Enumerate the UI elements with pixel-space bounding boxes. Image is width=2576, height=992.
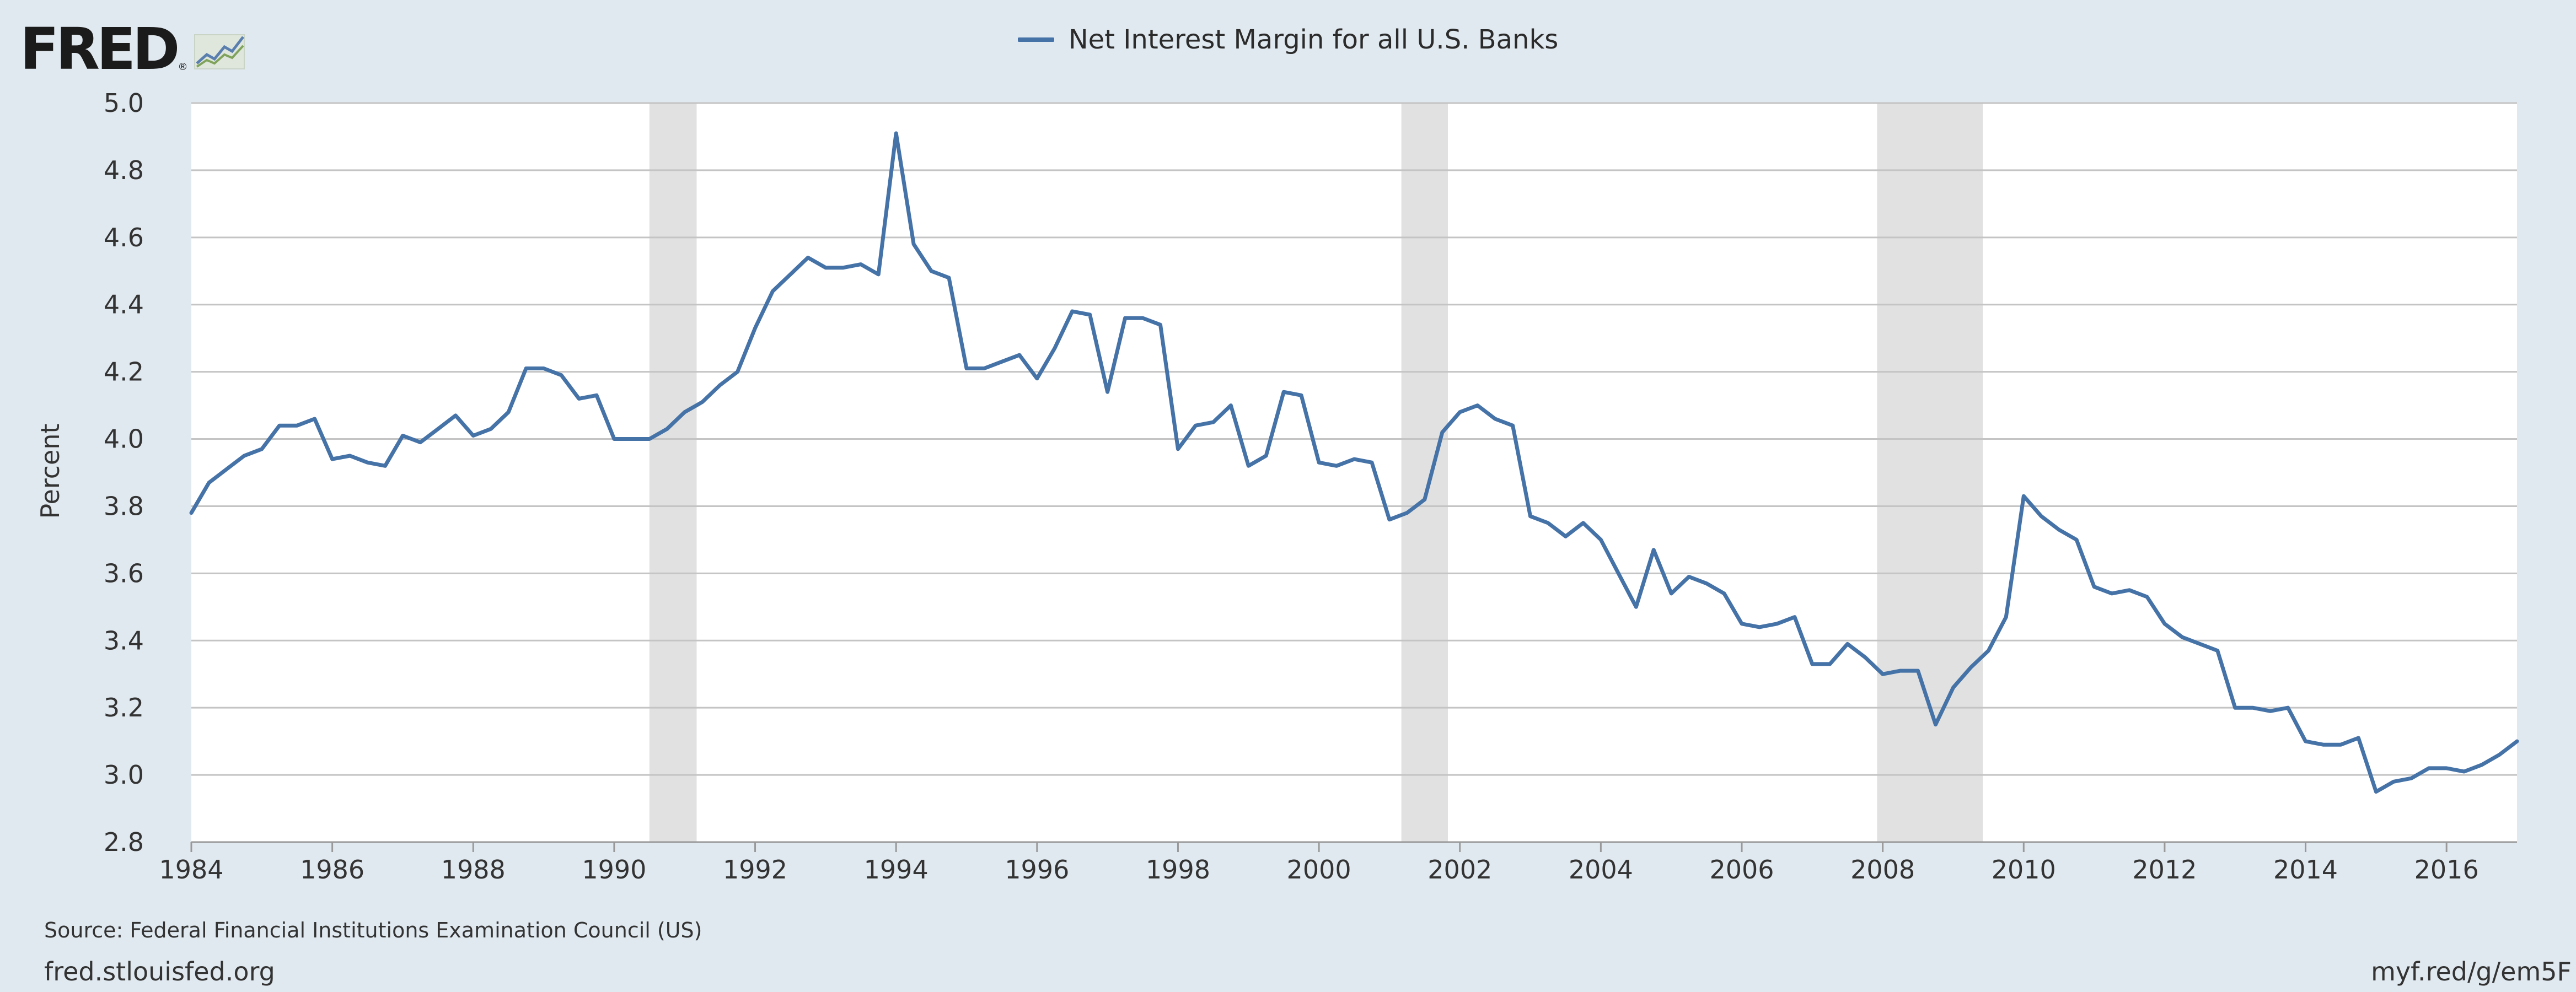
y-tick-label: 3.6 xyxy=(104,558,144,588)
x-tick-label: 2010 xyxy=(1992,855,2056,885)
y-tick-label: 4.2 xyxy=(104,357,144,387)
y-tick-label: 2.8 xyxy=(104,827,144,857)
gridlines xyxy=(191,102,2517,843)
series-line-net-interest-margin xyxy=(189,131,2519,794)
x-tick-label: 1990 xyxy=(582,855,646,885)
x-tick-label: 2006 xyxy=(1709,855,1774,885)
source-note: Source: Federal Financial Institutions E… xyxy=(44,918,702,942)
y-tick-label: 3.8 xyxy=(104,491,144,521)
y-axis-ticks: 2.8 3.0 3.2 3.4 3.6 3.8 4.0 4.2 4.4 4.6 4.8 5.0 xyxy=(104,88,144,857)
y-tick-label: 4.6 xyxy=(104,223,144,252)
fred-graph-icon xyxy=(194,34,245,69)
registered-mark: ® xyxy=(178,61,188,73)
x-tick-label: 2008 xyxy=(1850,855,1915,885)
x-tick-label: 2012 xyxy=(2132,855,2197,885)
x-tick-label: 2002 xyxy=(1427,855,1492,885)
site-link[interactable]: fred.stlouisfed.org xyxy=(44,957,275,986)
recession-band-2 xyxy=(1877,103,1983,842)
fred-logo-text: FRED xyxy=(20,15,180,83)
plot-area xyxy=(191,103,2517,842)
x-tick-label: 1994 xyxy=(864,855,929,885)
y-axis-label: Percent xyxy=(35,423,65,519)
x-tick-label: 1996 xyxy=(1005,855,1069,885)
fred-logo[interactable]: FRED ® xyxy=(20,13,246,85)
x-tick-label: 1984 xyxy=(159,855,223,885)
short-url-link[interactable]: myf.red/g/em5F xyxy=(2371,957,2572,986)
x-axis-ticks: 1984 1986 1988 1990 1992 1994 1996 1998 2000 2002… xyxy=(159,841,2517,885)
x-tick-label: 1988 xyxy=(441,855,506,885)
y-tick-label: 3.4 xyxy=(104,626,144,655)
x-tick-label: 2016 xyxy=(2414,855,2479,885)
y-tick-label: 4.8 xyxy=(104,155,144,185)
y-tick-label: 3.0 xyxy=(104,760,144,790)
y-tick-label: 4.4 xyxy=(104,290,144,320)
y-tick-label: 4.0 xyxy=(104,424,144,454)
recession-band-1 xyxy=(1401,103,1448,842)
legend-line-swatch xyxy=(1017,37,1054,42)
x-tick-label: 1992 xyxy=(723,855,787,885)
x-tick-label: 2000 xyxy=(1287,855,1351,885)
chart-legend: Net Interest Margin for all U.S. Banks xyxy=(0,24,2576,55)
y-tick-label: 5.0 xyxy=(104,88,144,118)
x-tick-label: 1998 xyxy=(1146,855,1210,885)
recession-shading xyxy=(649,103,1983,842)
x-tick-label: 2014 xyxy=(2273,855,2338,885)
x-tick-label: 2004 xyxy=(1569,855,1633,885)
y-tick-label: 3.2 xyxy=(104,693,144,723)
x-tick-label: 1986 xyxy=(300,855,364,885)
recession-band-0 xyxy=(649,103,697,842)
legend-series-label: Net Interest Margin for all U.S. Banks xyxy=(1068,24,1559,55)
